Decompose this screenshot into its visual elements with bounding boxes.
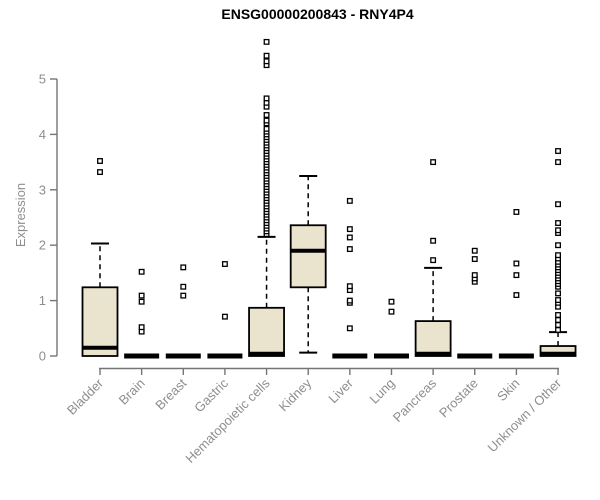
box-flat-brain [124, 353, 160, 359]
outlier-point-skin [513, 260, 520, 267]
outlier-point-hematopoietic-cells [263, 125, 270, 132]
x-tick-label-kidney: Kidney [276, 375, 315, 414]
outlier-point-unknown-other [555, 201, 561, 208]
box-hematopoietic-cells [248, 306, 285, 357]
outlier-point-unknown-other [555, 159, 561, 166]
box-flat-lung [373, 353, 409, 359]
x-tick-label-lung: Lung [367, 376, 398, 407]
outlier-point-liver [346, 297, 353, 304]
outlier-point-unknown-other [555, 220, 561, 226]
outlier-point-brain [138, 324, 145, 331]
box-unknown-other [539, 345, 577, 357]
outlier-point-unknown-other [555, 327, 561, 333]
chart-title: ENSG00000200843 - RNY4P4 [221, 6, 414, 22]
outlier-point-gastric [221, 313, 228, 320]
outlier-point-liver [346, 283, 353, 290]
outlier-point-brain [138, 292, 145, 299]
outlier-point-unknown-other [555, 312, 561, 318]
y-tick-label: 5 [39, 72, 46, 87]
x-tick-label-brain: Brain [116, 376, 148, 408]
outlier-point-breast [180, 264, 187, 271]
outlier-point-brain [138, 268, 145, 275]
y-tick-label: 4 [39, 127, 46, 142]
outlier-point-unknown-other [555, 227, 561, 234]
outlier-point-hematopoietic-cells [263, 95, 270, 102]
x-tick-label-prostate: Prostate [436, 376, 481, 421]
outlier-point-unknown-other [555, 317, 561, 323]
y-tick-label: 2 [39, 238, 46, 253]
outlier-point-prostate [471, 247, 478, 254]
outlier-point-hematopoietic-cells [263, 112, 270, 118]
outlier-point-hematopoietic-cells [263, 58, 270, 65]
outlier-point-hematopoietic-cells [263, 117, 270, 124]
x-tick-label-pancreas: Pancreas [390, 375, 440, 425]
outlier-point-lung [388, 308, 395, 315]
outlier-point-unknown-other [555, 297, 561, 303]
outlier-point-prostate [471, 256, 478, 262]
outlier-point-liver [346, 234, 353, 241]
y-tick-label: 0 [39, 349, 46, 364]
outlier-point-skin [513, 272, 520, 279]
outlier-point-pancreas [430, 257, 437, 264]
x-tick-label-unknown-other: Unknown / Other [485, 375, 565, 455]
box-bladder [81, 286, 119, 357]
outlier-point-gastric [221, 261, 228, 267]
outlier-point-pancreas [430, 159, 437, 166]
outlier-point-skin [513, 292, 520, 299]
x-tick-label-breast: Breast [152, 375, 189, 412]
outlier-point-unknown-other [555, 148, 561, 154]
box-flat-gastric [207, 353, 243, 359]
x-tick-label-liver: Liver [325, 375, 356, 406]
outlier-point-skin [513, 209, 520, 215]
outlier-point-bladder [97, 169, 103, 176]
outlier-point-liver [346, 246, 353, 253]
outlier-point-hematopoietic-cells [263, 52, 270, 59]
x-tick-label-skin: Skin [494, 376, 522, 404]
outlier-point-breast [180, 292, 187, 299]
box-flat-liver [332, 353, 368, 359]
outlier-point-breast [180, 283, 187, 290]
x-tick-label-gastric: Gastric [191, 375, 231, 415]
outlier-point-lung [388, 298, 395, 305]
x-tick-label-bladder: Bladder [64, 375, 107, 418]
box-flat-prostate [457, 353, 493, 359]
outlier-point-liver [346, 197, 353, 204]
outlier-point-prostate [471, 272, 478, 279]
box-flat-breast [165, 353, 201, 359]
outlier-point-hematopoietic-cells [263, 38, 270, 45]
y-tick-label: 3 [39, 182, 46, 197]
outlier-point-unknown-other [555, 322, 561, 328]
box-flat-skin [498, 353, 534, 359]
outlier-point-pancreas [430, 237, 437, 244]
outlier-point-liver [346, 325, 353, 332]
outlier-point-unknown-other [555, 242, 561, 249]
outlier-point-bladder [97, 158, 103, 164]
outlier-point-liver [346, 226, 353, 233]
outlier-point-brain [138, 298, 145, 305]
outlier-point-unknown-other [555, 252, 561, 259]
box-pancreas [414, 320, 452, 357]
box-kidney [289, 224, 327, 289]
y-tick-label: 1 [39, 293, 46, 308]
outlier-point-unknown-other [555, 290, 561, 297]
